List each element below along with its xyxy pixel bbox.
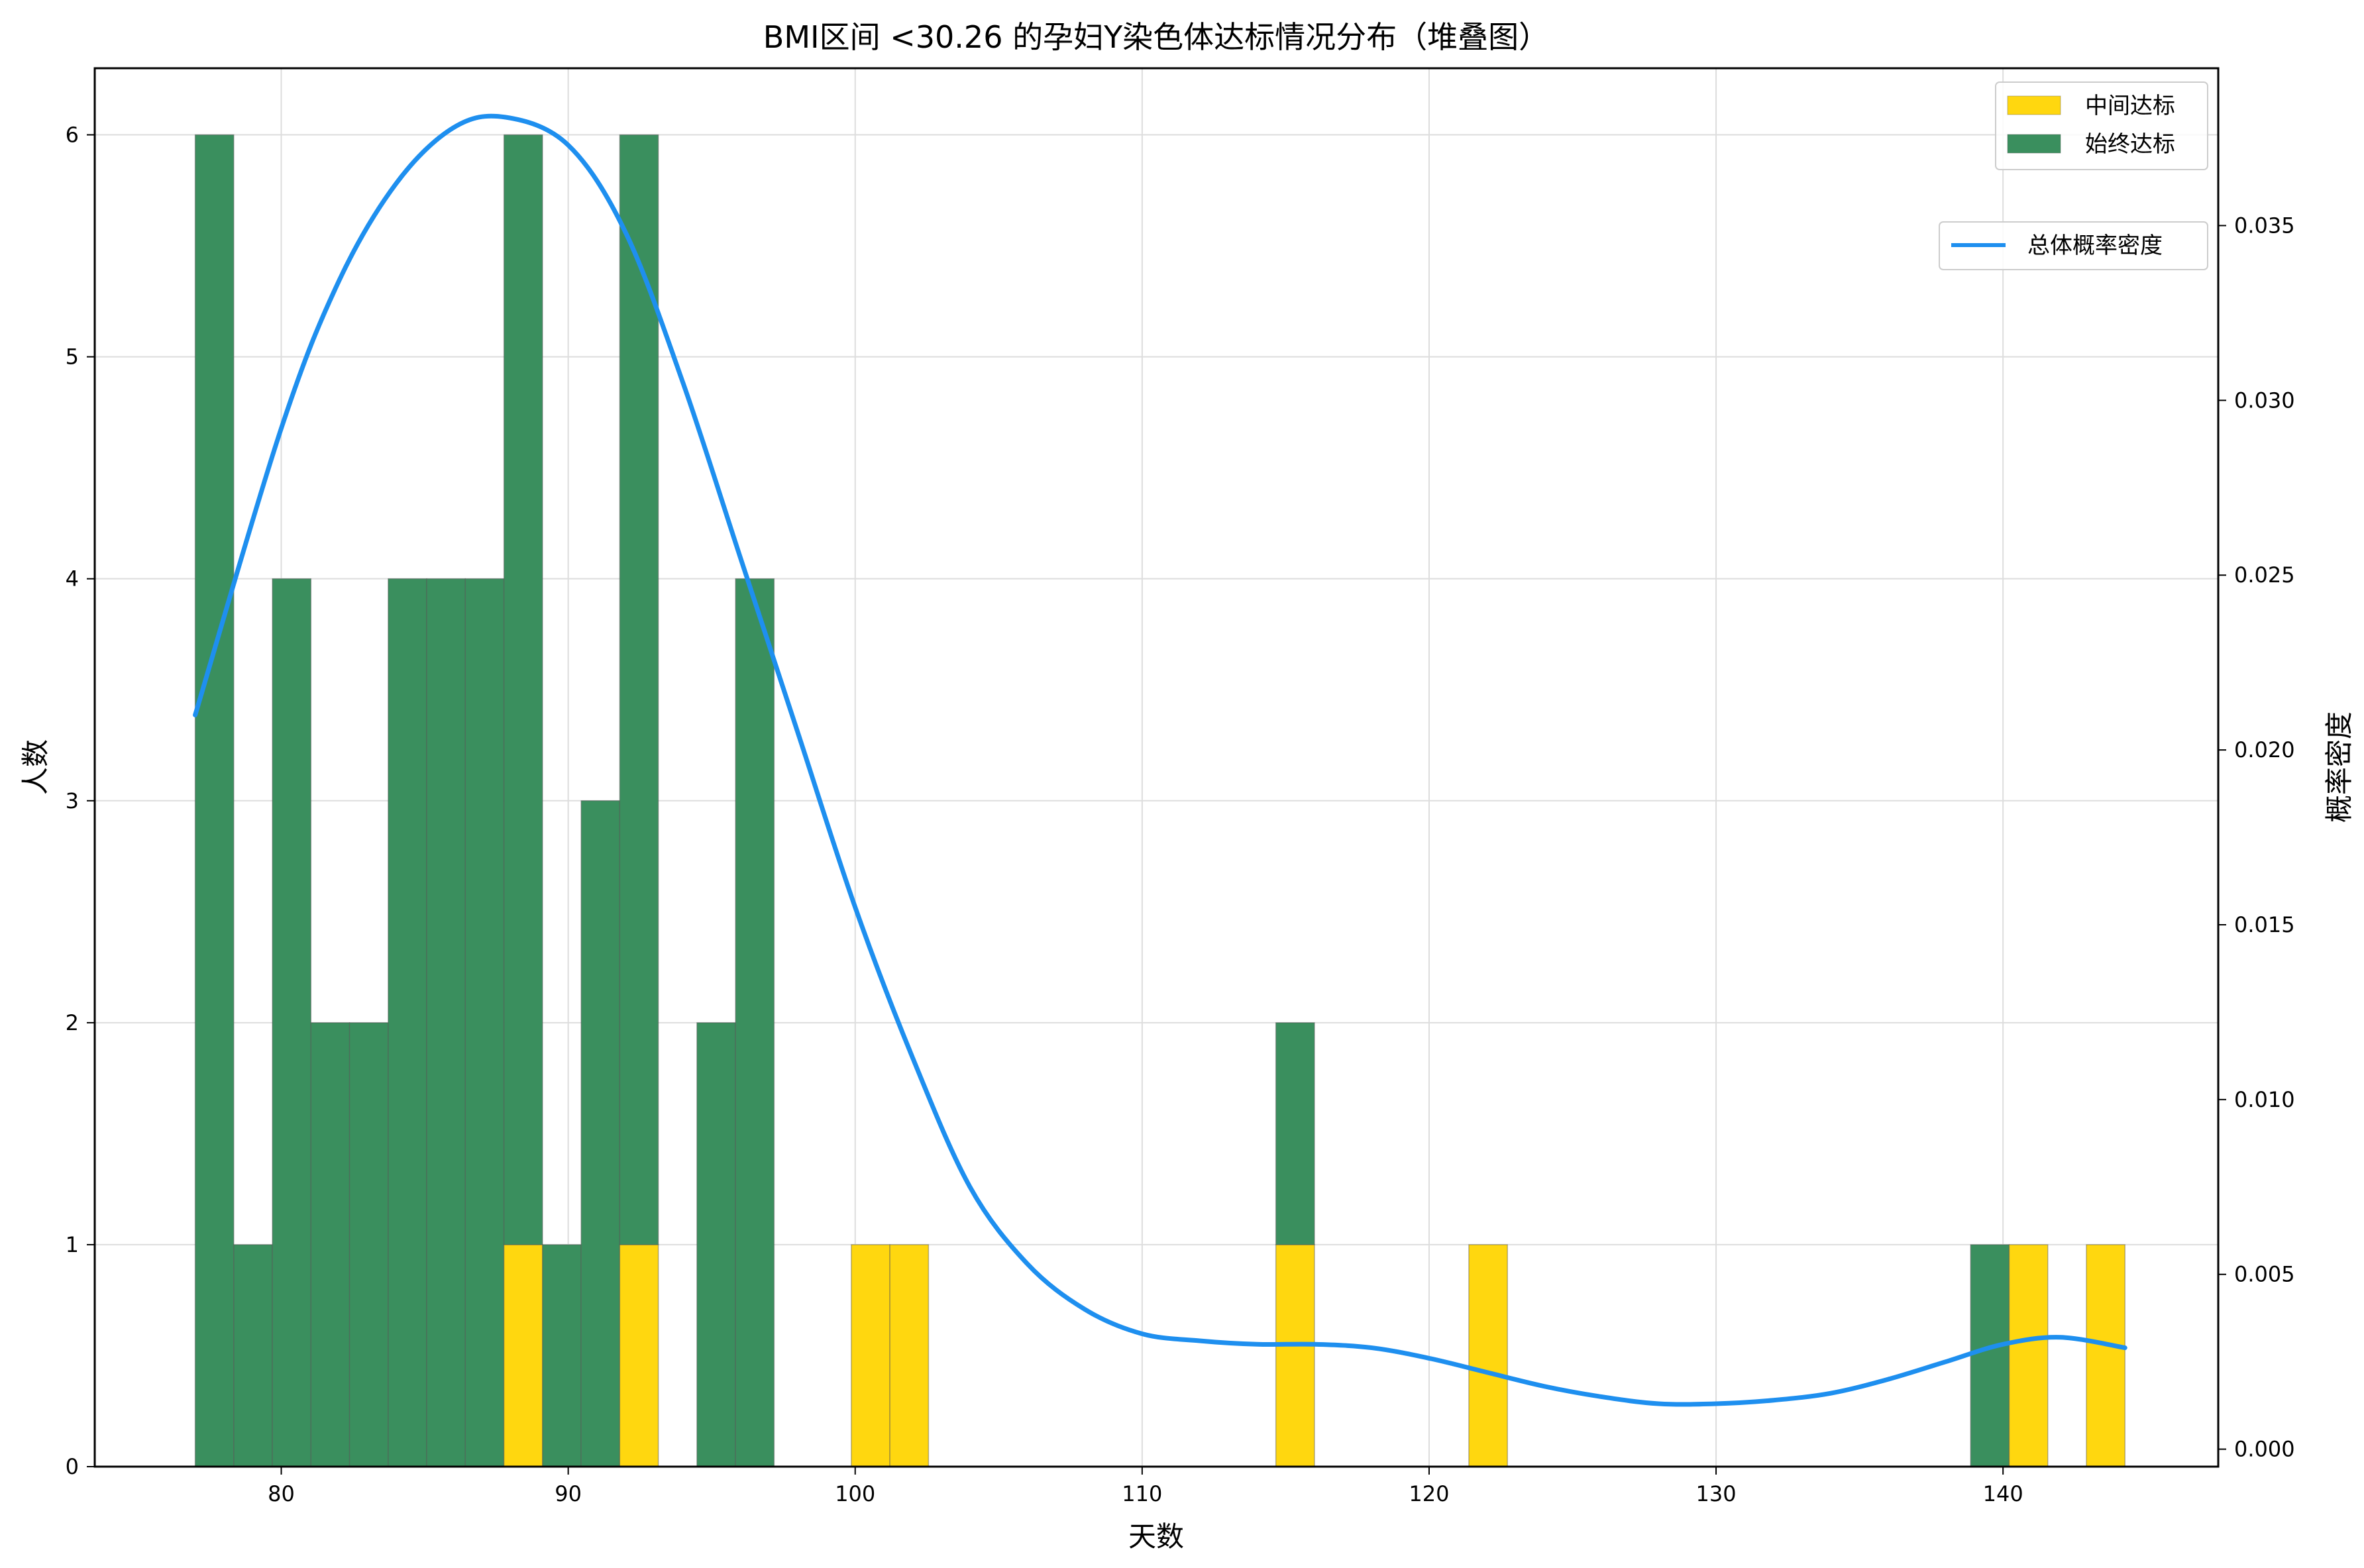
bar-always (580, 800, 621, 1467)
plot-frame (93, 67, 2220, 1468)
chart-title: BMI区间 <30.26 的孕妇Y染色体达标情况分布（堆叠图） (763, 19, 1549, 55)
legend-density: 总体概率密度 (1939, 221, 2208, 270)
bar-intermediate (1468, 1244, 1508, 1467)
bar-always (349, 1022, 389, 1467)
bar-always (1970, 1244, 2010, 1467)
bar-intermediate (2086, 1244, 2125, 1467)
bar-always (388, 578, 427, 1467)
y2-tick-label: 0.015 (2234, 912, 2295, 937)
x-tick-label: 80 (268, 1481, 295, 1506)
bar-intermediate (2008, 1244, 2049, 1467)
bar-always (696, 1022, 736, 1467)
x-axis-label: 天数 (1128, 1520, 1184, 1553)
legend-swatch-intermediate (2007, 95, 2061, 115)
bar-intermediate (889, 1244, 930, 1467)
bar-intermediate (619, 1244, 659, 1467)
legend-swatch-always (2007, 134, 2061, 154)
y2-axis-label: 概率密度 (2323, 711, 2355, 823)
legend-categories: 中间达标 始终达标 (1995, 81, 2208, 170)
y2-tick-label: 0.005 (2234, 1262, 2295, 1287)
legend-label-density: 总体概率密度 (2027, 233, 2163, 259)
bar-always (1275, 1022, 1315, 1245)
y2-tick-label: 0.020 (2234, 737, 2295, 762)
density-line (193, 113, 2127, 1407)
x-tick-label: 110 (1122, 1481, 1162, 1506)
y2-tick-label: 0.030 (2234, 388, 2295, 413)
legend-label-intermediate: 中间达标 (2085, 93, 2175, 119)
y2-tick-label: 0.025 (2234, 562, 2295, 588)
bar-always (735, 578, 775, 1467)
y2-tick-label: 0.035 (2234, 213, 2295, 238)
y-axis-label: 人数 (19, 739, 52, 795)
histogram-bars (194, 134, 2125, 1467)
x-tick-label: 120 (1409, 1481, 1449, 1506)
y-tick-label: 5 (66, 344, 79, 370)
y-tick-label: 0 (66, 1454, 79, 1479)
y2-tick-label: 0.010 (2234, 1087, 2295, 1112)
bar-always (310, 1022, 350, 1467)
bar-always (272, 578, 312, 1467)
legend-label-always: 始终达标 (2085, 131, 2175, 158)
y-tick-label: 3 (66, 788, 79, 813)
x-tick-label: 90 (555, 1481, 582, 1506)
bar-intermediate (1275, 1244, 1315, 1467)
bar-always (194, 134, 235, 1467)
density-curve (193, 113, 2127, 1407)
bar-intermediate (503, 1244, 543, 1467)
x-tick-label: 140 (1983, 1481, 2023, 1506)
bar-intermediate (851, 1244, 890, 1467)
x-tick-label: 130 (1696, 1481, 1737, 1506)
bar-always (619, 134, 659, 1245)
y2-tick-label: 0.000 (2234, 1437, 2295, 1462)
x-tick-label: 100 (835, 1481, 875, 1506)
y-tick-label: 2 (66, 1010, 79, 1035)
bar-always (542, 1244, 582, 1467)
bar-always (464, 578, 505, 1467)
bar-always (426, 578, 466, 1467)
axis-ticks: 80 90 100 110 120 130 140 0 1 2 3 4 5 6 0.000 0.005 0.01… (66, 123, 2295, 1506)
y-tick-label: 4 (66, 566, 79, 592)
y-tick-label: 6 (66, 123, 79, 148)
bar-always (233, 1244, 273, 1467)
bar-always (503, 134, 543, 1245)
y-tick-label: 1 (66, 1232, 79, 1257)
